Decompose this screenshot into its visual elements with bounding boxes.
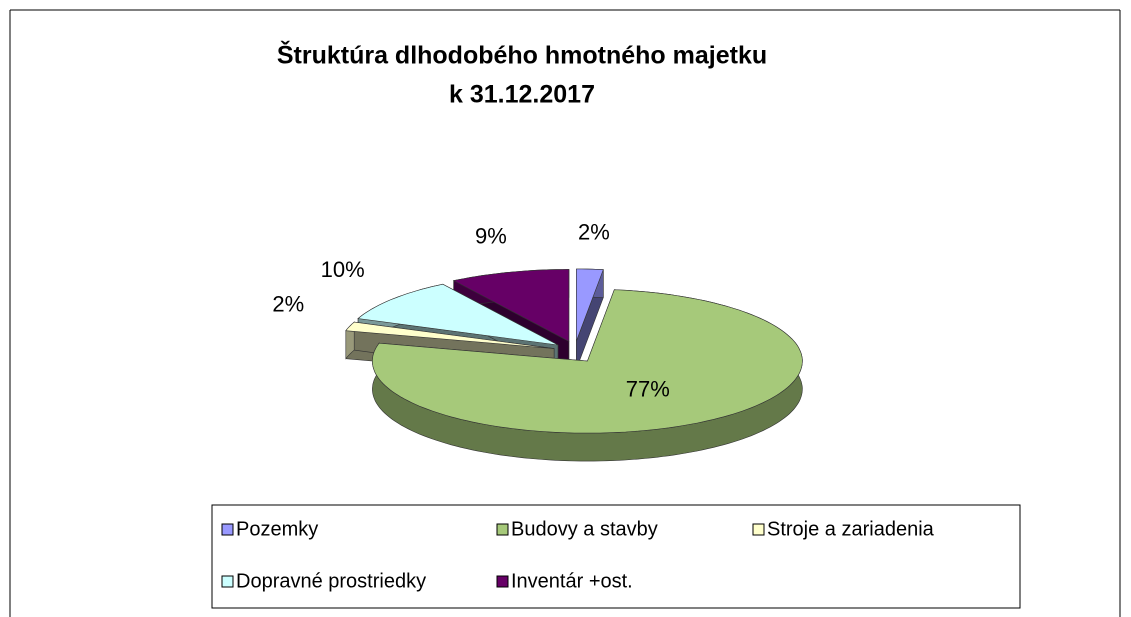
legend-swatch xyxy=(496,523,509,536)
legend-label: Inventár +ost. xyxy=(511,570,633,592)
slice xyxy=(345,321,555,349)
data-label: 77% xyxy=(626,377,670,402)
data-label: 2% xyxy=(578,219,610,244)
legend-swatch xyxy=(496,575,509,588)
slice xyxy=(372,289,803,434)
chart-title: Štruktúra dlhodobého hmotného majetku xyxy=(277,40,767,70)
legend-box xyxy=(211,504,1021,609)
pie: 2% 77% 2% 10% 9% xyxy=(272,219,803,462)
slice xyxy=(576,268,604,342)
data-label: 2% xyxy=(272,291,304,316)
legend-label: Budovy a stavby xyxy=(511,518,658,540)
legend-label: Dopravné prostriedky xyxy=(236,570,426,592)
chart-title: k 31.12.2017 xyxy=(449,81,595,109)
slice xyxy=(452,269,570,342)
legend-label: Stroje a zariadenia xyxy=(767,518,935,540)
legend: Pozemky Budovy a stavby Stroje a zariadeni… xyxy=(221,518,935,592)
legend-swatch xyxy=(221,523,234,536)
data-label: 10% xyxy=(321,257,365,282)
slice xyxy=(357,283,559,346)
legend-swatch xyxy=(221,575,234,588)
legend-swatch xyxy=(752,523,765,536)
legend-label: Pozemky xyxy=(236,518,318,540)
data-label: 9% xyxy=(475,223,507,248)
